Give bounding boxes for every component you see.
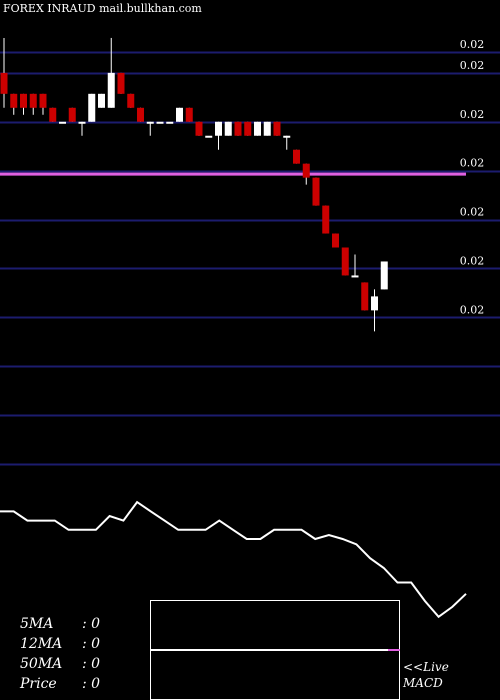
candle-body <box>283 135 291 138</box>
candle-body <box>195 121 203 136</box>
indicator-label: Price <box>20 676 57 692</box>
candle-body <box>185 107 193 122</box>
y-tick-labels: 0.02 0.02 0.02 0.02 0.02 0.02 0.02 <box>460 38 485 316</box>
candle-body <box>59 121 66 124</box>
y-tick-label: 0.02 <box>460 38 485 51</box>
candle-body <box>156 121 164 124</box>
macd-live-label: <<Live <box>403 660 449 674</box>
y-tick-label: 0.02 <box>460 303 485 316</box>
candle-body <box>78 121 86 124</box>
candle-body <box>263 121 271 136</box>
candle-body <box>273 121 281 136</box>
candle-body <box>0 72 8 94</box>
candle-body <box>312 177 320 206</box>
y-tick-label: 0.02 <box>460 108 485 121</box>
candle-body <box>117 72 125 94</box>
indicator-12ma: 12MA : 0 <box>20 636 100 652</box>
candle-body <box>127 93 135 108</box>
candle-body <box>351 275 359 278</box>
candle-body <box>224 121 232 136</box>
indicator-value: : 0 <box>82 676 101 692</box>
candle-body <box>146 121 154 124</box>
candle-body <box>215 121 222 136</box>
indicator-value: : 0 <box>82 636 101 652</box>
candle-body <box>293 149 300 164</box>
candle-body <box>39 93 47 108</box>
candle-body <box>341 247 349 276</box>
candle-body <box>302 163 310 178</box>
candle-body <box>98 93 105 108</box>
candle-body <box>332 233 339 248</box>
indicator-5ma: 5MA : 0 <box>20 616 100 632</box>
candle-body <box>322 205 330 234</box>
site-label: mail.bullkhan.com <box>99 2 202 15</box>
symbol-label: FOREX INRAUD <box>3 2 96 15</box>
indicator-label: 50MA <box>20 656 63 672</box>
indicator-value: : 0 <box>82 656 101 672</box>
y-tick-label: 0.02 <box>460 206 485 219</box>
candle-body <box>234 121 242 136</box>
indicator-label: 12MA <box>20 636 63 652</box>
macd-name-label: MACD <box>403 676 443 690</box>
candle-body <box>244 121 252 136</box>
candle-body <box>361 282 369 311</box>
candle-body <box>205 135 213 138</box>
price-trend-line <box>0 500 467 619</box>
indicator-value: : 0 <box>82 616 101 632</box>
chart-header: FOREX INRAUD mail.bullkhan.com <box>3 2 202 15</box>
candle-body <box>88 93 96 122</box>
candle-body <box>166 121 174 124</box>
candle-body <box>254 121 261 136</box>
candlestick-series <box>0 37 388 332</box>
candle-body <box>176 107 183 122</box>
indicator-price: Price : 0 <box>20 676 100 692</box>
candle-body <box>10 93 18 108</box>
indicator-label: 5MA <box>20 616 54 632</box>
indicator-50ma: 50MA : 0 <box>20 656 100 672</box>
candle-body <box>380 261 388 290</box>
candle-body <box>68 107 76 122</box>
y-tick-label: 0.02 <box>460 157 485 170</box>
candle-body <box>107 72 115 108</box>
candle-body <box>20 93 27 108</box>
y-tick-label: 0.02 <box>460 254 485 267</box>
y-tick-label: 0.02 <box>460 59 485 72</box>
candle-body <box>137 107 144 122</box>
candle-body <box>371 296 378 311</box>
candle-body <box>29 93 37 108</box>
candle-body <box>49 107 57 122</box>
